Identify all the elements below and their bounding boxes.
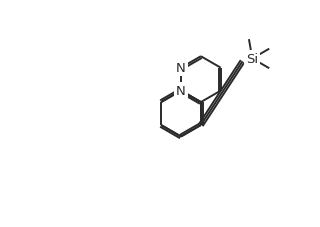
Text: N: N <box>176 85 186 98</box>
Text: Si: Si <box>246 53 258 66</box>
Text: N: N <box>176 62 186 75</box>
Text: Si: Si <box>246 53 258 66</box>
Text: N: N <box>176 62 186 75</box>
Text: N: N <box>176 85 186 98</box>
